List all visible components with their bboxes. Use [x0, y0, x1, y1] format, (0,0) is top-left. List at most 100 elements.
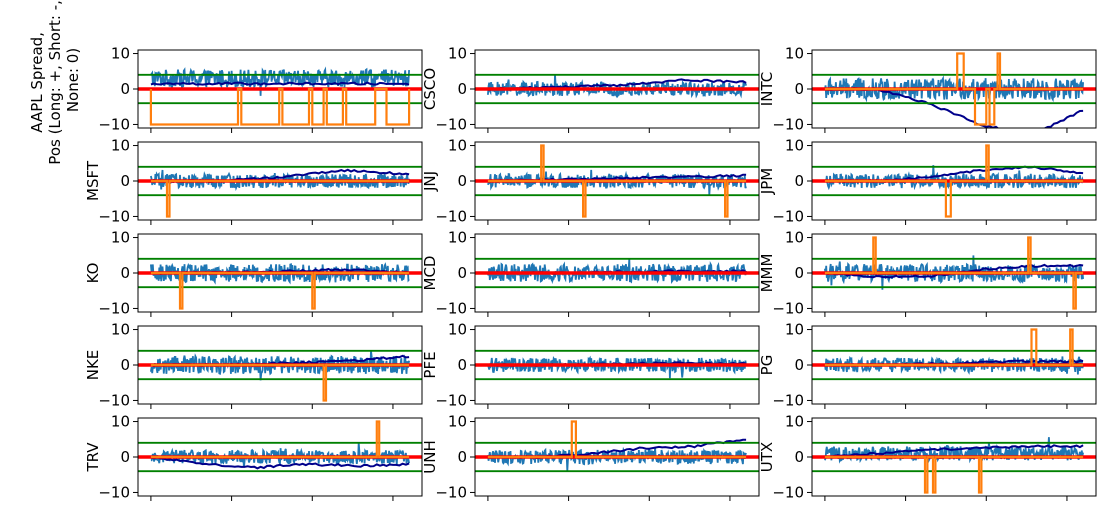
panel-7: −10 0 10 KO — [84, 229, 423, 317]
panel-plot-area — [138, 349, 422, 402]
y-tick-label: −10 — [98, 299, 130, 317]
y-tick-label: −10 — [435, 299, 467, 317]
y-tick-label: 10 — [785, 137, 804, 155]
y-tick-label: 10 — [111, 137, 130, 155]
panel-ylabel: CSCO — [421, 68, 439, 110]
panel-6: −10 0 10 JPM — [758, 137, 1097, 225]
y-tick-label: 10 — [785, 321, 804, 339]
y-tick-label: 0 — [120, 356, 130, 374]
spread-line — [150, 350, 410, 381]
y-tick-label: −10 — [772, 207, 804, 225]
y-tick-label: 10 — [111, 321, 130, 339]
y-tick-label: −10 — [435, 483, 467, 501]
y-tick-label: 10 — [785, 229, 804, 247]
y-tick-label: 10 — [111, 229, 130, 247]
y-tick-label: 0 — [794, 80, 804, 98]
y-tick-label: 0 — [457, 264, 467, 282]
y-tick-label: 0 — [794, 264, 804, 282]
panel-ylabel: NKE — [84, 350, 102, 381]
panel-plot-area — [138, 420, 422, 473]
figure-ylabel-line-2: Pos (Long: +, Short: -, — [46, 0, 64, 165]
panel-ylabel: KO — [84, 263, 102, 284]
y-tick-label: 0 — [120, 264, 130, 282]
panel-10: −10 0 10 NKE — [84, 321, 423, 409]
panel-1: −10 0 10 — [98, 45, 423, 133]
panel-ylabel: JPM — [758, 168, 776, 195]
figure-ylabel: AAPL Spread, Pos (Long: +, Short: -, Non… — [28, 0, 82, 165]
position-line — [487, 420, 747, 459]
y-tick-label: −10 — [98, 483, 130, 501]
y-tick-label: 0 — [120, 172, 130, 190]
spread-line — [487, 355, 747, 379]
panel-2: −10 0 10 CSCO — [421, 45, 760, 133]
y-tick-label: −10 — [98, 207, 130, 225]
panel-15: −10 0 10 UTX — [758, 413, 1097, 501]
spread-line — [487, 258, 747, 285]
panel-5: −10 0 10 JNJ — [421, 137, 760, 225]
figure-ylabel-line-1: AAPL Spread, — [28, 32, 46, 133]
panel-plot-area — [812, 52, 1096, 128]
y-tick-label: 0 — [120, 448, 130, 466]
y-tick-label: 10 — [448, 321, 467, 339]
y-tick-label: −10 — [772, 483, 804, 501]
y-tick-label: −10 — [98, 115, 130, 133]
y-tick-label: 0 — [794, 356, 804, 374]
position-line — [150, 363, 410, 402]
y-tick-label: 10 — [448, 413, 467, 431]
panel-plot-area — [138, 165, 422, 218]
panel-ylabel: MCD — [421, 256, 439, 291]
panel-ylabel: PG — [758, 355, 776, 376]
position-line — [150, 179, 410, 218]
position-line — [824, 144, 1084, 218]
y-tick-label: 0 — [457, 356, 467, 374]
panel-ylabel: MSFT — [84, 160, 102, 201]
spread-line — [150, 442, 410, 468]
y-tick-label: 0 — [457, 172, 467, 190]
panel-plot-area — [475, 73, 759, 105]
figure-ylabel-line-3: None: 0) — [64, 48, 82, 112]
panel-plot-area — [812, 144, 1096, 218]
y-tick-label: −10 — [435, 391, 467, 409]
panel-ylabel: JNJ — [421, 171, 439, 192]
y-tick-label: 10 — [785, 413, 804, 431]
panel-plot-area — [812, 328, 1096, 381]
position-line — [487, 144, 747, 218]
y-tick-label: 10 — [448, 45, 467, 63]
beta-line — [150, 456, 410, 470]
panel-ylabel: UTX — [758, 442, 776, 472]
y-tick-label: −10 — [98, 391, 130, 409]
position-line — [150, 420, 410, 459]
panel-ylabel: PFE — [421, 351, 439, 378]
panel-8: −10 0 10 MCD — [421, 229, 760, 317]
y-tick-label: 10 — [448, 229, 467, 247]
panel-4: −10 0 10 MSFT — [84, 137, 423, 225]
panel-ylabel: MMM — [758, 254, 776, 293]
beta-line — [824, 444, 1084, 459]
position-line — [150, 271, 410, 310]
y-tick-label: 0 — [120, 80, 130, 98]
panel-plot-area — [138, 66, 422, 126]
panel-9: −10 0 10 MMM — [758, 229, 1097, 317]
y-tick-label: 0 — [457, 80, 467, 98]
y-tick-label: 10 — [448, 137, 467, 155]
y-tick-label: −10 — [772, 391, 804, 409]
position-line — [824, 236, 1084, 310]
beta-line — [150, 81, 410, 86]
y-tick-label: 0 — [794, 172, 804, 190]
panel-plot-area — [812, 236, 1096, 310]
y-tick-label: 10 — [111, 413, 130, 431]
y-tick-label: 0 — [794, 448, 804, 466]
y-tick-label: −10 — [435, 115, 467, 133]
y-tick-label: −10 — [435, 207, 467, 225]
panel-plot-area — [138, 257, 422, 310]
y-tick-label: 0 — [457, 448, 467, 466]
panel-grid: −10 0 10 −10 0 10 CSCO −10 0 10 INTC −10 0 10 MSFT −10 0… — [84, 45, 1097, 501]
position-line — [824, 328, 1084, 367]
panel-13: −10 0 10 TRV — [84, 413, 423, 501]
spread-line — [487, 73, 747, 99]
y-tick-label: −10 — [772, 299, 804, 317]
panel-plot-area — [475, 349, 759, 381]
position-line — [824, 52, 1084, 126]
panel-11: −10 0 10 PFE — [421, 321, 760, 409]
